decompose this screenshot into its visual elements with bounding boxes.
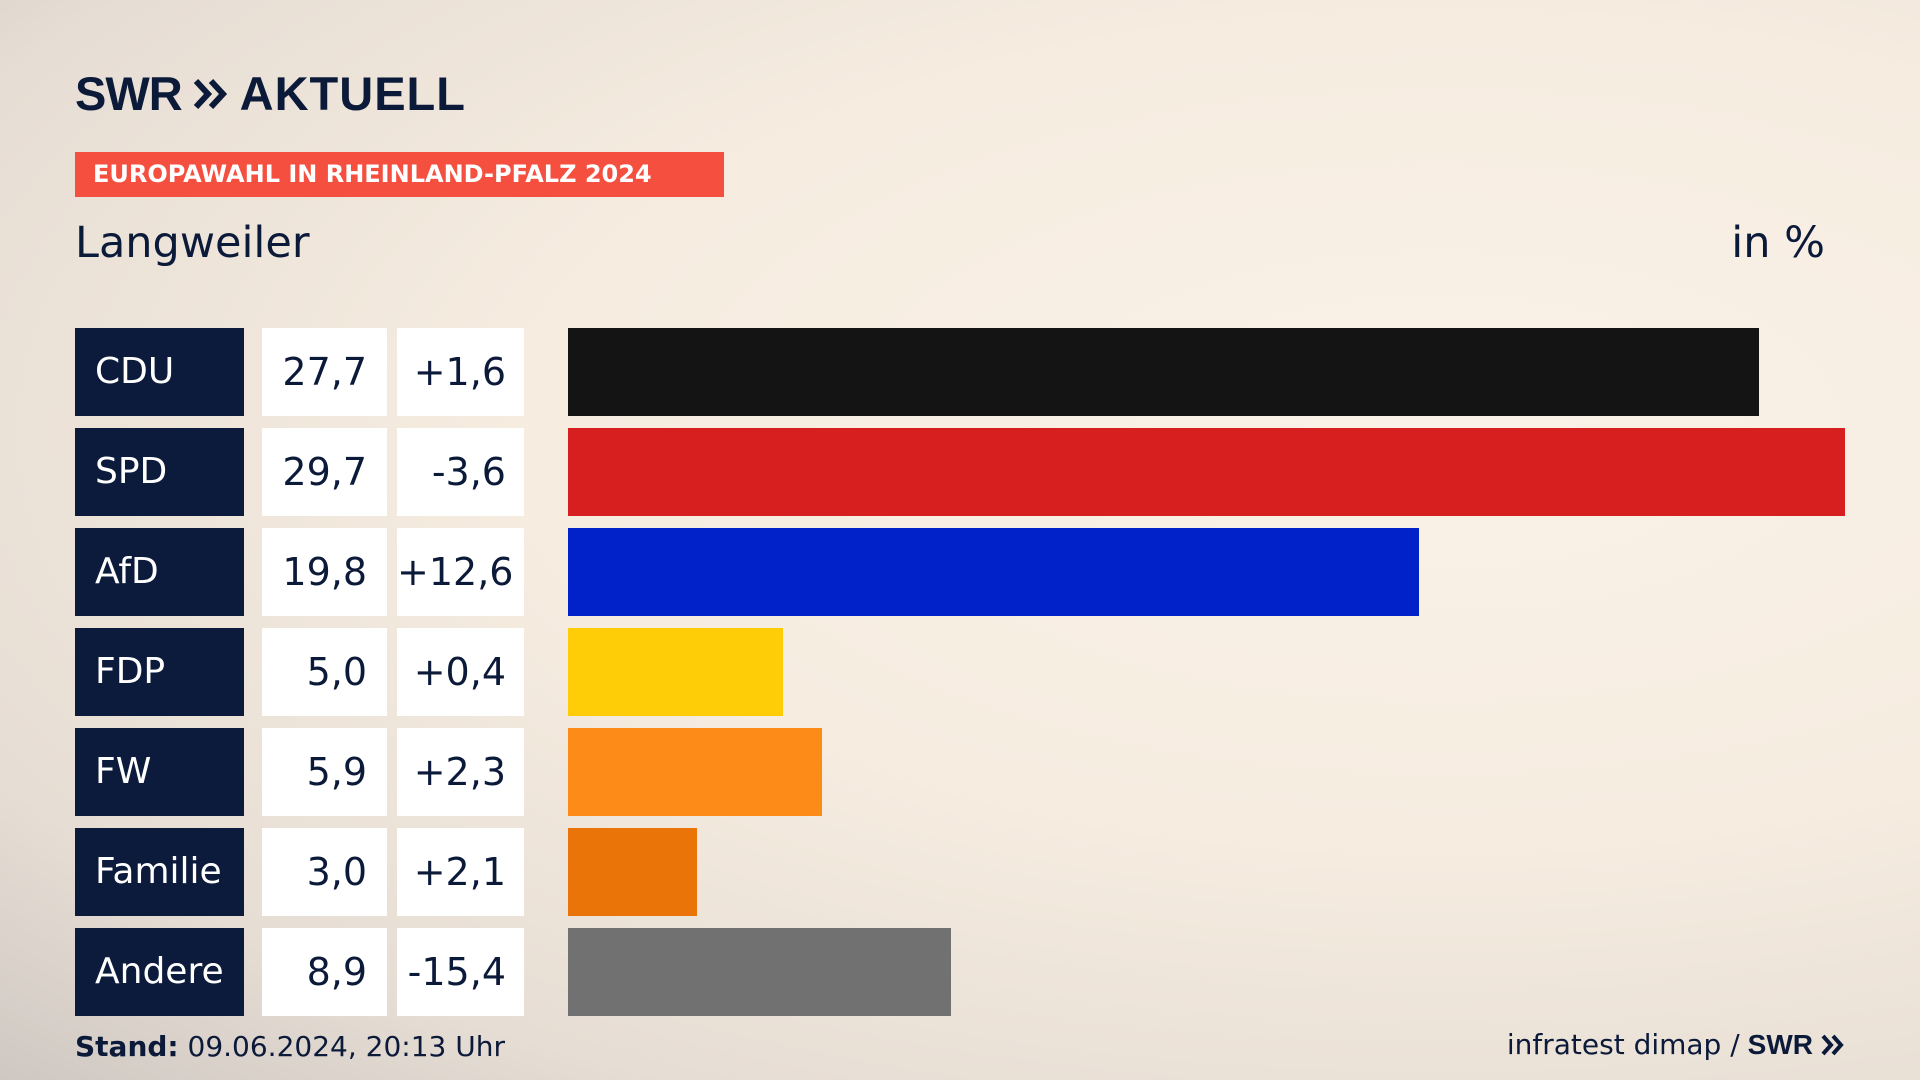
change-value: +1,6 <box>397 328 524 416</box>
party-label: Familie <box>75 828 244 916</box>
result-row: FDP 5,0 +0,4 <box>75 628 1845 716</box>
unit-label: in % <box>1731 218 1825 268</box>
swr-aktuell-logo: SWR AKTUELL <box>75 66 466 121</box>
change-value: -15,4 <box>397 928 524 1016</box>
result-bar <box>568 328 1759 416</box>
source-credit: infratest dimap / SWR <box>1507 1028 1845 1061</box>
election-banner: EUROPAWAHL IN RHEINLAND-PFALZ 2024 <box>75 152 724 197</box>
result-row: Familie 3,0 +2,1 <box>75 828 1845 916</box>
footer-swr-logo-text: SWR <box>1747 1028 1813 1060</box>
change-value: +2,1 <box>397 828 524 916</box>
logo-swr-text: SWR <box>75 67 183 120</box>
result-bar <box>568 928 951 1016</box>
result-row: SPD 29,7 -3,6 <box>75 428 1845 516</box>
vote-share-value: 29,7 <box>262 428 387 516</box>
result-bar <box>568 428 1845 516</box>
result-bar <box>568 628 783 716</box>
party-label: AfD <box>75 528 244 616</box>
result-row: FW 5,9 +2,3 <box>75 728 1845 816</box>
source-text: infratest dimap / <box>1506 1028 1740 1061</box>
stand-value: 09.06.2024, 20:13 Uhr <box>178 1030 505 1063</box>
party-label: FW <box>75 728 244 816</box>
vote-share-value: 27,7 <box>262 328 387 416</box>
timestamp: Stand: 09.06.2024, 20:13 Uhr <box>75 1030 505 1063</box>
stand-label: Stand: <box>75 1030 179 1063</box>
change-value: +2,3 <box>397 728 524 816</box>
vote-share-value: 5,0 <box>262 628 387 716</box>
place-title: Langweiler <box>75 218 310 268</box>
party-label: Andere <box>75 928 244 1016</box>
result-bar <box>568 728 822 816</box>
change-value: +0,4 <box>397 628 524 716</box>
vote-share-value: 3,0 <box>262 828 387 916</box>
party-label: CDU <box>75 328 244 416</box>
double-chevron-icon <box>193 78 227 109</box>
footer-double-chevron-icon <box>1821 1034 1844 1055</box>
party-label: FDP <box>75 628 244 716</box>
change-value: +12,6 <box>397 528 524 616</box>
vote-share-value: 8,9 <box>262 928 387 1016</box>
result-row: AfD 19,8 +12,6 <box>75 528 1845 616</box>
result-bar <box>568 828 697 916</box>
change-value: -3,6 <box>397 428 524 516</box>
result-bar <box>568 528 1419 616</box>
vote-share-value: 5,9 <box>262 728 387 816</box>
vote-share-value: 19,8 <box>262 528 387 616</box>
logo-aktuell-text: AKTUELL <box>239 67 466 120</box>
result-row: CDU 27,7 +1,6 <box>75 328 1845 416</box>
party-label: SPD <box>75 428 244 516</box>
result-row: Andere 8,9 -15,4 <box>75 928 1845 1016</box>
